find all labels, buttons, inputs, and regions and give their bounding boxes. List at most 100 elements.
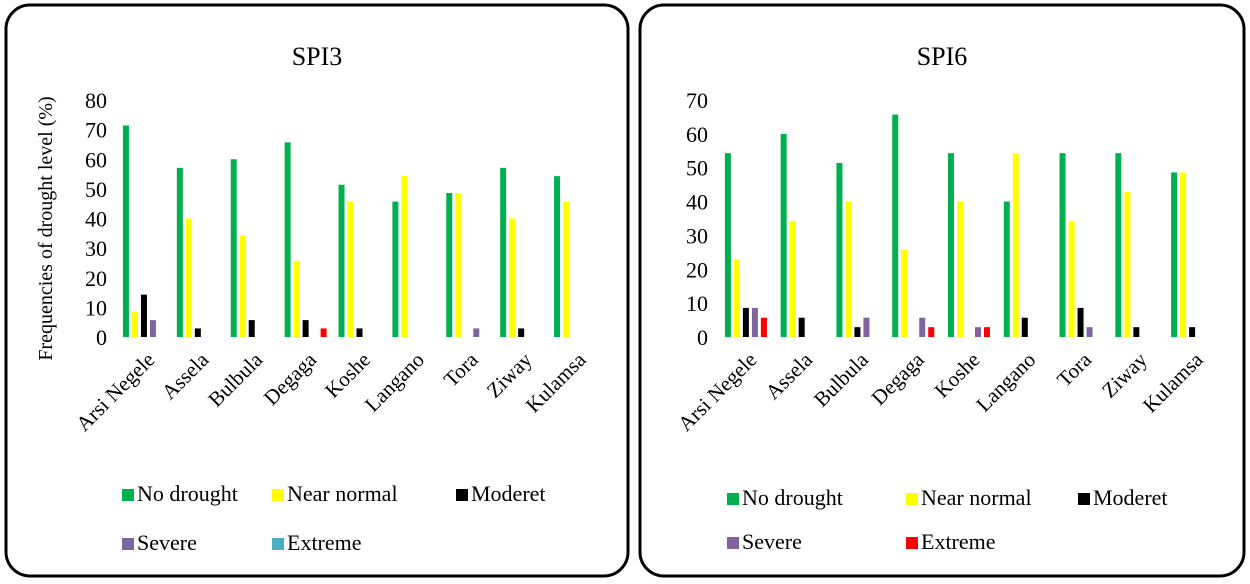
- spi6-bar-no-drought-ziway: [1115, 153, 1122, 337]
- spi6-bar-near-normal-arsi-negele: [733, 259, 740, 337]
- spi6-bar-near-normal-tora: [1068, 220, 1075, 337]
- spi3-y-tick-label: 10: [85, 295, 107, 320]
- spi6-y-tick-label: 0: [697, 325, 708, 350]
- spi6-bar-no-drought-langano: [1003, 201, 1010, 337]
- spi6-bar-no-drought-tora: [1059, 153, 1066, 337]
- spi3-legend-label-no-drought: No drought: [137, 481, 238, 506]
- spi6-bar-near-normal-kulamsa: [1180, 172, 1187, 337]
- spi3-bar-no-drought-degaga: [284, 142, 291, 337]
- spi3-y-tick-label: 40: [85, 207, 107, 232]
- spi6-bar-severe-bulbula: [863, 317, 870, 337]
- spi6-bar-severe-koshe: [975, 327, 981, 337]
- spi3-bar-no-drought-arsi-negele: [122, 125, 129, 337]
- spi3-bar-near-normal-arsi-negele: [131, 311, 138, 337]
- spi6-bar-no-drought-degaga: [892, 114, 899, 338]
- spi6-bar-moderet-ziway: [1133, 327, 1140, 337]
- spi6-bar-severe-tora: [1086, 327, 1093, 337]
- spi3-bar-extra-degaga: [320, 328, 327, 337]
- spi3-panel-border: [4, 3, 630, 578]
- spi3-y-tick-label: 70: [85, 118, 107, 143]
- spi6-legend-label-extreme: Extreme: [921, 529, 996, 554]
- spi6-bar-no-drought-koshe: [948, 153, 954, 337]
- spi3-bar-near-normal-assela: [185, 218, 192, 337]
- spi3-bar-moderet-bulbula: [248, 320, 255, 337]
- spi6-bar-near-normal-ziway: [1124, 191, 1131, 337]
- spi3-y-tick-label: 80: [85, 88, 107, 113]
- spi6-legend-label-no-drought: No drought: [742, 485, 843, 510]
- spi3-y-tick-label: 20: [85, 266, 107, 291]
- spi6-bar-no-drought-arsi-negele: [724, 153, 731, 337]
- spi6-y-tick-label: 20: [686, 257, 708, 282]
- spi3-bar-moderet-arsi-negele: [140, 294, 147, 337]
- spi6-legend-swatch-no-drought: [727, 493, 739, 505]
- spi3-y-tick-label: 60: [85, 147, 107, 172]
- spi6-bar-near-normal-bulbula: [845, 201, 852, 337]
- spi3-legend-swatch-near-normal: [272, 489, 284, 501]
- spi3-bar-moderet-koshe: [356, 328, 363, 337]
- spi6-bar-no-drought-bulbula: [836, 162, 843, 337]
- spi3-bar-near-normal-tora: [455, 193, 462, 337]
- spi6-legend-label-moderet: Moderet: [1093, 485, 1168, 510]
- spi6-bar-near-normal-langano: [1012, 153, 1019, 337]
- spi6-legend-label-severe: Severe: [742, 529, 802, 554]
- spi3-bar-no-drought-langano: [392, 201, 399, 337]
- spi3-bar-near-normal-degaga: [293, 260, 300, 337]
- chart-panel-spi3: SPI3 Frequencies of drought level (%) 0 10 2…: [4, 3, 630, 578]
- spi6-legend-swatch-extreme: [906, 537, 918, 549]
- spi3-bar-moderet-degaga: [302, 320, 309, 337]
- spi3-legend-label-near-normal: Near normal: [287, 481, 398, 506]
- chart-panel-spi6: SPI6 0 10 20 30 40 50 60 70 Arsi Negele Assela Bulb…: [638, 3, 1250, 578]
- spi6-bar-near-normal-assela: [789, 220, 796, 337]
- spi3-legend-swatch-moderet: [456, 489, 468, 501]
- chart-svg-spi3: SPI3 Frequencies of drought level (%) 0 10 2…: [4, 3, 630, 578]
- spi6-chart-title: SPI6: [917, 42, 968, 71]
- spi6-bar-moderet-tora: [1077, 307, 1084, 337]
- spi3-bar-near-normal-kulamsa: [563, 201, 570, 337]
- spi6-bar-severe-degaga: [919, 317, 926, 337]
- spi3-bar-near-normal-bulbula: [239, 235, 246, 337]
- spi3-bar-near-normal-langano: [401, 176, 408, 337]
- spi6-y-tick-label: 40: [686, 190, 708, 215]
- spi6-y-tick-label: 50: [686, 156, 708, 181]
- spi3-y-tick-label: 0: [96, 325, 107, 350]
- spi3-chart-title: SPI3: [292, 42, 343, 71]
- spi3-bar-moderet-ziway: [518, 328, 525, 337]
- spi3-bar-severe-tora: [473, 328, 480, 337]
- spi6-bar-moderet-kulamsa: [1189, 327, 1196, 337]
- spi6-legend-swatch-near-normal: [906, 493, 918, 505]
- spi3-bar-moderet-assela: [194, 328, 201, 337]
- spi3-y-axis-label: Frequencies of drought level (%): [35, 96, 57, 360]
- spi3-legend-swatch-extreme: [272, 538, 284, 550]
- spi6-bar-moderet-bulbula: [854, 327, 861, 337]
- spi6-bar-moderet-assela: [798, 317, 805, 337]
- spi6-bar-near-normal-koshe: [957, 201, 963, 337]
- spi6-bar-moderet-arsi-negele: [742, 307, 749, 337]
- spi3-y-tick-label: 50: [85, 177, 107, 202]
- spi6-bar-no-drought-kulamsa: [1171, 172, 1178, 337]
- spi6-bar-moderet-langano: [1021, 317, 1028, 337]
- spi3-legend-swatch-severe: [122, 538, 134, 550]
- spi3-bar-no-drought-ziway: [500, 167, 507, 337]
- spi6-bar-near-normal-degaga: [901, 249, 908, 337]
- spi3-bar-near-normal-ziway: [509, 218, 516, 337]
- spi6-bar-extreme-degaga: [928, 327, 935, 337]
- spi3-bar-no-drought-kulamsa: [554, 176, 561, 337]
- spi6-y-tick-label: 30: [686, 223, 708, 248]
- spi6-y-tick-label: 70: [686, 88, 708, 113]
- spi3-bar-near-normal-koshe: [347, 201, 354, 337]
- spi6-legend-swatch-moderet: [1078, 493, 1090, 505]
- spi6-bar-extreme-koshe: [984, 327, 990, 337]
- spi3-bar-no-drought-assela: [176, 167, 183, 337]
- spi3-bar-severe-arsi-negele: [149, 320, 156, 337]
- spi3-legend-swatch-no-drought: [122, 489, 134, 501]
- spi6-legend-label-near-normal: Near normal: [921, 485, 1032, 510]
- spi3-y-tick-label: 30: [85, 236, 107, 261]
- spi6-panel-border: [638, 3, 1246, 578]
- spi3-legend-label-extreme: Extreme: [287, 530, 362, 555]
- spi3-legend-label-moderet: Moderet: [471, 481, 546, 506]
- spi3-bar-no-drought-koshe: [338, 184, 345, 337]
- spi3-bar-no-drought-tora: [446, 193, 453, 337]
- spi6-bar-no-drought-assela: [780, 133, 787, 337]
- spi3-legend-label-severe: Severe: [137, 530, 197, 555]
